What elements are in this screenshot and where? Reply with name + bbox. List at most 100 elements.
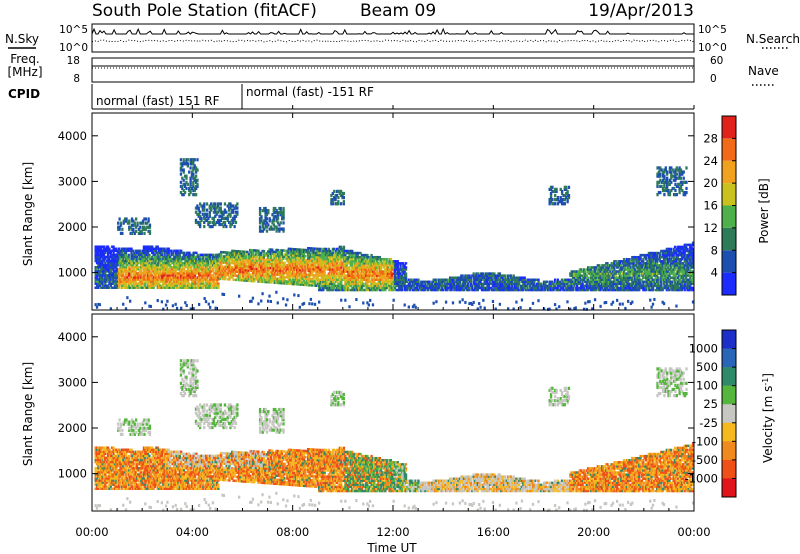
power-cell	[126, 280, 129, 283]
power-cell	[152, 270, 155, 273]
power-cell	[276, 281, 279, 285]
power-cell	[334, 280, 337, 284]
power-cell	[335, 266, 339, 269]
power-cell	[380, 284, 383, 288]
power-cell	[231, 270, 234, 273]
power-cell	[642, 282, 645, 286]
power-cell	[614, 272, 617, 275]
power-cell	[186, 261, 190, 265]
power-cell	[345, 255, 348, 259]
power-cell	[244, 273, 248, 276]
power-cell	[162, 255, 165, 259]
power-cell	[472, 274, 475, 277]
power-cell	[391, 272, 394, 275]
power-cell	[133, 282, 136, 285]
power-cell	[389, 260, 393, 263]
power-cell	[152, 286, 155, 289]
power-cell	[603, 274, 606, 277]
power-cell	[472, 278, 475, 281]
power-cell	[638, 260, 641, 263]
power-cell	[213, 284, 216, 287]
power-cell	[369, 266, 372, 269]
power-cell	[413, 303, 416, 307]
power-cell	[251, 263, 255, 266]
power-cell	[320, 266, 324, 269]
power-cell	[428, 286, 431, 290]
power-cell	[235, 268, 238, 271]
power-cell	[189, 274, 192, 277]
power-cell	[331, 262, 335, 265]
power-cell	[418, 284, 422, 288]
power-cell	[173, 263, 176, 267]
power-cell	[207, 302, 210, 306]
power-cell	[146, 276, 150, 279]
power-cell	[592, 272, 595, 275]
power-cell	[104, 270, 107, 273]
power-cell	[334, 278, 337, 281]
power-cell	[584, 288, 587, 292]
power-cell	[300, 277, 303, 280]
power-cell	[215, 284, 219, 287]
power-cell	[115, 247, 118, 250]
power-cell	[461, 282, 464, 286]
power-cell	[447, 280, 450, 284]
power-cell	[371, 286, 375, 290]
power-cell	[97, 270, 100, 273]
power-cell	[197, 286, 201, 289]
power-cell	[502, 286, 506, 290]
power-cell	[494, 288, 497, 292]
power-cell	[369, 264, 372, 267]
power-cell	[294, 256, 297, 259]
power-cell	[156, 245, 159, 248]
power-cell	[614, 284, 617, 288]
power-cell	[170, 251, 173, 255]
power-cell	[322, 272, 325, 275]
power-cell	[624, 306, 627, 310]
power-cell	[473, 282, 477, 286]
power-cell	[331, 253, 335, 257]
power-cell	[251, 277, 255, 281]
power-cell	[370, 255, 373, 259]
power-cell	[283, 267, 286, 271]
power-cell	[633, 284, 637, 288]
power-cell	[148, 261, 151, 265]
power-cell	[453, 286, 456, 290]
power-cell	[329, 255, 332, 259]
power-cell	[246, 279, 249, 282]
power-cell	[429, 282, 433, 286]
power-cell	[573, 280, 576, 284]
power-cell	[326, 284, 329, 288]
power-cell	[108, 268, 111, 271]
power-cell	[280, 261, 284, 264]
power-cell	[353, 262, 357, 265]
power-cell	[493, 282, 496, 286]
power-cell	[320, 278, 324, 281]
power-cell	[276, 250, 279, 254]
power-cell	[191, 272, 194, 275]
power-cell	[549, 284, 553, 288]
power-cell	[629, 270, 633, 273]
power-cell	[206, 276, 209, 279]
power-cell	[275, 279, 278, 282]
power-cell	[167, 249, 170, 253]
power-cell	[170, 274, 173, 277]
power-cell	[337, 258, 340, 261]
power-cell	[370, 270, 373, 273]
power-cell	[631, 255, 634, 259]
power-cell	[315, 272, 318, 275]
frequency-panel-frame	[91, 57, 695, 83]
power-cell	[236, 252, 239, 255]
power-cell	[469, 284, 473, 288]
power-cell	[140, 270, 143, 273]
power-cell	[127, 286, 130, 289]
power-cell	[631, 288, 634, 292]
power-cell	[199, 253, 202, 257]
power-cell	[197, 263, 201, 267]
power-cell	[130, 280, 133, 283]
power-cell	[461, 284, 464, 288]
power-cell	[185, 251, 188, 255]
power-cell	[124, 247, 128, 250]
power-cell	[367, 266, 370, 269]
power-cell	[173, 255, 176, 259]
power-cell	[413, 282, 416, 286]
